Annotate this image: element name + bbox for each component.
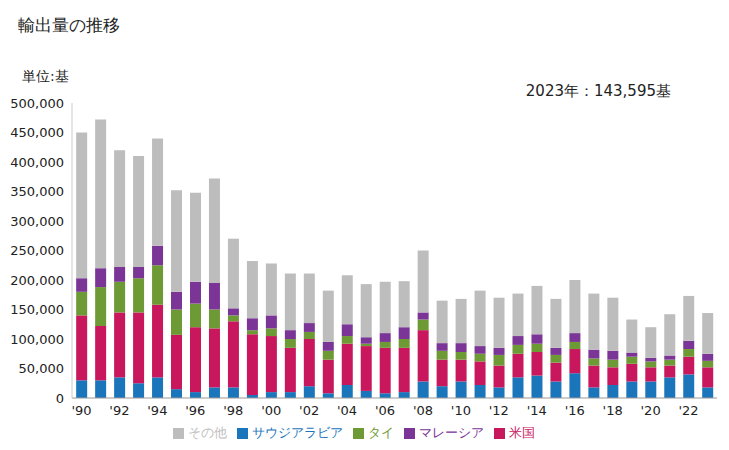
svg-text:'20: '20 <box>641 403 661 418</box>
html-text:サウジアラビア: サウジアラビア <box>251 425 343 440</box>
html-text:タイ: タイ <box>367 425 394 440</box>
svg-text:'02: '02 <box>299 403 319 418</box>
svg-text:'94: '94 <box>147 403 167 418</box>
svg-text:'22: '22 <box>678 403 698 418</box>
svg-text:150,000: 150,000 <box>10 302 64 317</box>
svg-text:'18: '18 <box>603 403 623 418</box>
svg-text:450,000: 450,000 <box>10 125 64 140</box>
svg-text:50,000: 50,000 <box>19 361 65 376</box>
svg-text:'04: '04 <box>337 403 357 418</box>
svg-text:'14: '14 <box>527 403 547 418</box>
html-text:その他: その他 <box>187 425 227 440</box>
svg-text:'06: '06 <box>375 403 395 418</box>
svg-text:'10: '10 <box>451 403 471 418</box>
svg-text:'90: '90 <box>71 403 91 418</box>
svg-text:300,000: 300,000 <box>10 214 64 229</box>
html-text:輸出量の推移: 輸出量の推移 <box>18 15 120 35</box>
svg-text:'08: '08 <box>413 403 433 418</box>
svg-text:'16: '16 <box>565 403 585 418</box>
svg-text:500,000: 500,000 <box>10 96 64 111</box>
svg-text:'98: '98 <box>223 403 243 418</box>
svg-text:0: 0 <box>56 391 64 406</box>
svg-text:400,000: 400,000 <box>10 155 64 170</box>
svg-text:200,000: 200,000 <box>10 273 64 288</box>
html-text:米国: 米国 <box>508 425 535 440</box>
html-text:単位:基: 単位:基 <box>22 68 69 84</box>
html-text:マレーシア: マレーシア <box>418 425 484 440</box>
svg-text:350,000: 350,000 <box>10 184 64 199</box>
svg-text:'00: '00 <box>261 403 281 418</box>
svg-text:'96: '96 <box>185 403 205 418</box>
svg-text:100,000: 100,000 <box>10 332 64 347</box>
svg-text:250,000: 250,000 <box>10 243 64 258</box>
svg-text:'12: '12 <box>489 403 509 418</box>
html-text:2023年：143,595基: 2023年：143,595基 <box>525 82 671 100</box>
svg-text:'92: '92 <box>109 403 129 418</box>
